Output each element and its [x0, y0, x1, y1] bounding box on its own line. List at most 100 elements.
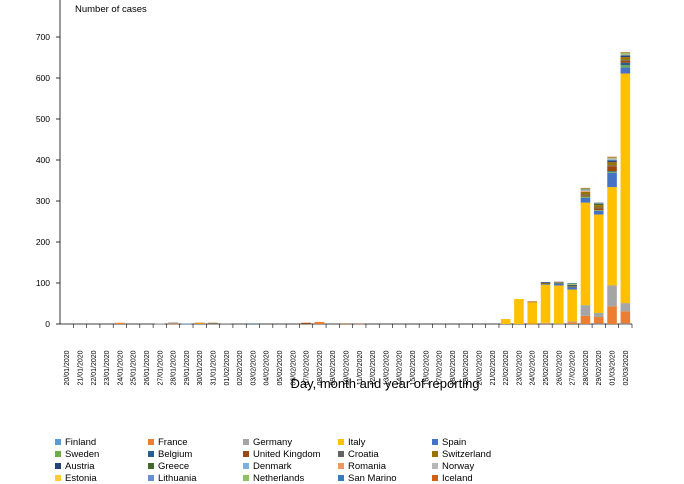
bar-segment [540, 322, 551, 324]
legend-item: Denmark [243, 460, 292, 472]
legend-item: Sweden [55, 448, 99, 460]
bar-segment [154, 323, 165, 325]
bar-segment [580, 195, 591, 197]
bar-segment [567, 286, 577, 288]
bar-segment [554, 283, 564, 286]
bar-segment [620, 52, 631, 53]
legend-label: Austria [65, 460, 95, 472]
x-tick-label: 19/02/2020 [463, 350, 470, 385]
bar-segment [607, 171, 617, 173]
bar-segment [607, 187, 617, 286]
x-tick-label: 10/02/2020 [344, 350, 351, 385]
bar-segment [115, 322, 125, 324]
legend-item: Belgium [148, 448, 192, 460]
legend-item: Iceland [432, 472, 473, 484]
x-axis-label: Day, month and year of reporting [290, 376, 480, 391]
bar-segment [620, 303, 631, 312]
x-tick-label: 13/02/2020 [383, 350, 390, 385]
x-tick-label: 20/02/2020 [477, 350, 484, 385]
x-tick-label: 31/01/2020 [210, 350, 217, 385]
bar-segment [208, 323, 218, 325]
x-tick-label: 06/02/2020 [290, 350, 297, 385]
bar-segment [514, 298, 524, 324]
bar-segment [527, 323, 538, 325]
legend-item: Estonia [55, 472, 97, 484]
legend-label: Netherlands [253, 472, 305, 484]
legend-swatch [432, 439, 438, 445]
legend-item: Spain [432, 436, 466, 448]
legend-swatch [55, 475, 61, 481]
legend-label: Switzerland [442, 448, 492, 460]
bar-segment [567, 287, 577, 290]
bar-segment [620, 59, 631, 61]
bar-segment [540, 283, 551, 285]
legend-label: United Kingdom [253, 448, 321, 460]
bar-segment [567, 283, 577, 285]
x-tick-label: 29/01/2020 [184, 350, 191, 385]
x-tick-label: 28/02/2020 [583, 350, 590, 385]
legend-item: Romania [338, 460, 386, 472]
y-tick-label: 700 [36, 32, 50, 42]
bar-segment [580, 315, 591, 324]
x-tick-label: 24/02/2020 [530, 350, 537, 385]
bar-segment [620, 57, 631, 60]
bar-segment [607, 166, 617, 172]
x-tick-label: 09/02/2020 [330, 350, 337, 385]
bar-segment [607, 158, 617, 160]
legend-swatch [338, 463, 344, 469]
legend-label: Germany [253, 436, 293, 448]
bar-segment [168, 323, 178, 325]
legend-item: Germany [243, 436, 292, 448]
y-tick-label: 600 [36, 73, 50, 83]
bar-segment [554, 285, 564, 324]
bar-segment [567, 284, 577, 285]
bar-segment [593, 317, 604, 324]
bar-segment [567, 322, 577, 324]
legend-item: Austria [55, 460, 95, 472]
bar-segment [607, 306, 617, 324]
bar-segment [194, 322, 205, 324]
bar-segment [580, 196, 591, 198]
legend-label: France [158, 436, 188, 448]
bar-segment [567, 284, 577, 286]
legend-swatch [243, 439, 249, 445]
legend-label: Italy [348, 436, 366, 448]
bar-segment [301, 322, 311, 324]
bar-segment [580, 189, 591, 192]
bar-segment [580, 189, 591, 191]
x-tick-label: 02/02/2020 [237, 350, 244, 385]
legend-item: Greece [148, 460, 189, 472]
bar-segment [540, 282, 551, 283]
bar-segment [248, 323, 258, 325]
bar-segment [593, 203, 604, 204]
bar-segment [554, 282, 564, 284]
legend-swatch [243, 475, 249, 481]
x-tick-label: 27/02/2020 [570, 350, 577, 385]
y-tick-label: 100 [36, 278, 50, 288]
x-tick-label: 15/02/2020 [410, 350, 417, 385]
bar-segment [527, 301, 538, 303]
bar-segment [593, 202, 604, 204]
legend-swatch [338, 475, 344, 481]
y-tick-label: 0 [45, 319, 50, 329]
bar-segment [567, 321, 577, 323]
bar-segment [580, 305, 591, 316]
x-tick-label: 16/02/2020 [423, 350, 430, 385]
bar-segment [314, 321, 325, 324]
legend-label: San Marino [348, 472, 397, 484]
bar-segment [593, 323, 604, 325]
x-tick-label: 08/02/2020 [317, 350, 324, 385]
bar-segment [208, 323, 218, 324]
bar-segment [593, 210, 604, 211]
x-tick-label: 30/01/2020 [197, 350, 204, 385]
x-tick-label: 27/01/2020 [157, 350, 164, 385]
legend-swatch [55, 463, 61, 469]
bar-segment [567, 286, 577, 287]
x-tick-label: 21/02/2020 [490, 350, 497, 385]
bar-segment [554, 283, 564, 284]
x-tick-label: 20/01/2020 [64, 350, 71, 385]
x-tick-label: 18/02/2020 [450, 350, 457, 385]
x-tick-label: 25/02/2020 [543, 350, 550, 385]
legend-swatch [148, 463, 154, 469]
x-tick-label: 11/02/2020 [357, 351, 364, 386]
